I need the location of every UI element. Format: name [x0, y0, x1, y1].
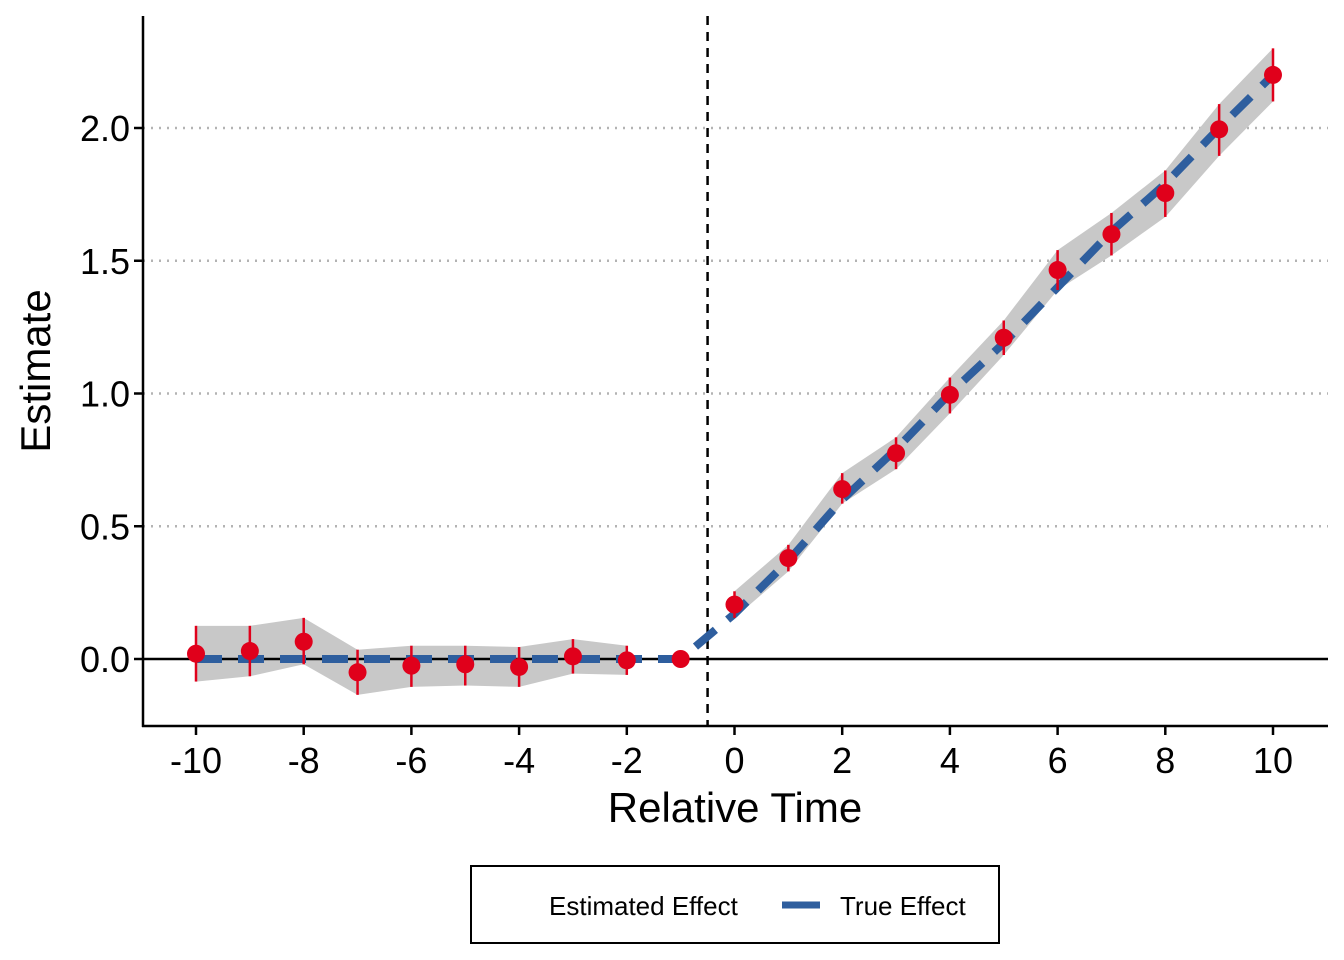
y-tick-label-2: 1.0	[80, 374, 130, 415]
point--4	[510, 657, 529, 676]
point-10	[1264, 65, 1282, 84]
point-1	[779, 549, 798, 568]
point--3	[563, 647, 582, 666]
point-5	[994, 328, 1013, 347]
point-7	[1102, 225, 1121, 244]
point--9	[240, 642, 259, 661]
x-tick-label-2: -6	[395, 740, 427, 781]
y-tick-label-3: 1.5	[80, 241, 130, 282]
point-0	[725, 595, 744, 614]
x-tick-label-5: 0	[724, 740, 744, 781]
point--2	[617, 651, 636, 670]
point--1	[671, 650, 690, 668]
point--8	[294, 632, 313, 651]
legend-box	[470, 865, 1000, 944]
estimated-effect-points	[187, 48, 1282, 695]
axes	[141, 16, 1328, 728]
x-axis-title: Relative Time	[608, 784, 862, 831]
point-9	[1210, 120, 1229, 139]
y-tick-label-1: 0.5	[80, 506, 130, 547]
point-6	[1048, 261, 1067, 280]
x-tick-label-10: 10	[1253, 740, 1293, 781]
legend-label-estimated-effect: Estimated Effect	[549, 891, 739, 921]
point-8	[1156, 184, 1175, 203]
x-tick-label-3: -4	[503, 740, 535, 781]
point--7	[348, 663, 367, 682]
y-tick-label-0: 0.0	[80, 639, 130, 680]
x-tick-label-9: 8	[1155, 740, 1175, 781]
point-3	[887, 444, 906, 463]
tick-labels: -10 -8 -6 -4 -2 0 2 4 6 8 10 0.0 0.5 1.0 1.5 2.0	[80, 108, 1293, 781]
point-4	[940, 385, 959, 404]
x-tick-label-8: 6	[1048, 740, 1068, 781]
y-axis-title: Estimate	[12, 289, 59, 452]
gridlines	[143, 126, 1328, 528]
legend: Estimated Effect True Effect	[470, 865, 1000, 944]
legend-label-true-effect: True Effect	[840, 891, 966, 921]
y-tick-label-4: 2.0	[80, 108, 130, 149]
x-tick-label-6: 2	[832, 740, 852, 781]
reference-lines	[143, 16, 1328, 726]
x-tick-label-0: -10	[170, 740, 222, 781]
x-tick-label-4: -2	[611, 740, 643, 781]
point--5	[456, 655, 475, 674]
point-2	[833, 480, 852, 499]
x-tick-label-1: -8	[288, 740, 320, 781]
x-tick-label-7: 4	[940, 740, 960, 781]
true-effect-polyline	[196, 72, 1276, 663]
point--10	[187, 644, 205, 663]
point--6	[402, 656, 421, 675]
true-effect-line	[196, 72, 1276, 663]
